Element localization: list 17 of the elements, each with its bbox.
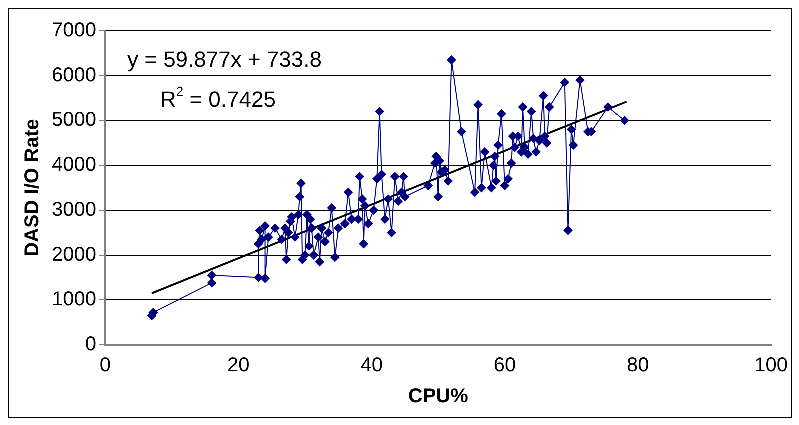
x-tick-label: 40	[360, 354, 383, 377]
y-tick-label: 1000	[52, 288, 96, 311]
y-tick-label: 5000	[52, 109, 96, 132]
y-tick-label: 0	[85, 334, 96, 356]
y-tick-label: 6000	[52, 64, 96, 86]
x-tick-label: 0	[100, 354, 112, 377]
y-tick-label: 2000	[52, 244, 96, 266]
x-tick-label: 60	[494, 354, 516, 377]
y-tick-label: 7000	[52, 20, 96, 42]
x-tick-label: 20	[228, 354, 250, 377]
x-axis-title: CPU%	[408, 386, 469, 408]
x-tick-label: 100	[754, 354, 788, 377]
annotation: y = 59.877x + 733.8	[127, 47, 322, 72]
y-tick-label: 3000	[52, 198, 96, 221]
y-axis-title: DASD I/O Rate	[22, 119, 44, 257]
x-tick-label: 80	[627, 354, 650, 377]
y-tick-label: 4000	[52, 154, 96, 176]
